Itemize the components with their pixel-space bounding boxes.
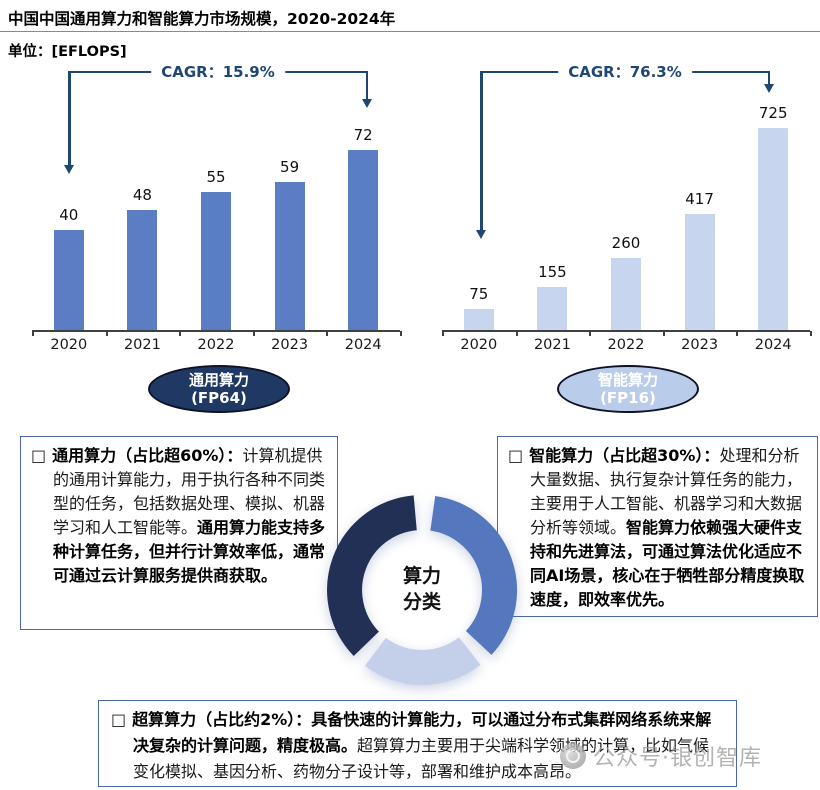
bracket-right-arm bbox=[763, 73, 774, 93]
cagr-label-intelligent: CAGR：76.3% bbox=[558, 61, 692, 82]
info-body-bold: 智能算力依赖强大硬件支持和先进算法，可通过算法优化适应不同AI场景，核心在于牺牲… bbox=[530, 518, 805, 609]
cagr-label-general: CAGR：15.9% bbox=[151, 61, 285, 82]
cagr-bracket-intelligent: CAGR：76.3% bbox=[476, 61, 774, 239]
info-box-super: □ 超算算力（占比约2%）：具备快速的计算能力，可以通过分布式集群网络系统来解决复… bbox=[98, 700, 737, 787]
bar-2020 bbox=[53, 230, 84, 330]
axis-tick bbox=[179, 331, 182, 336]
bar-2022 bbox=[201, 192, 231, 330]
info-heading: 智能算力（占比超30%）： bbox=[529, 446, 720, 465]
arrow-down-icon bbox=[476, 230, 487, 239]
info-body: 超算算力主要用于尖端科学领域的计算，比如气候变化模拟、基因分析、药物分子设计等，… bbox=[133, 736, 710, 781]
axis-tick bbox=[515, 331, 518, 336]
plot-area-intelligent: CAGR：76.3% 75 2020 155 2021 260 2022 417 2023 72… bbox=[430, 60, 820, 353]
chart-general-computing: CAGR：15.9% 40 2020 48 2021 55 2022 59 2023 72 202… bbox=[20, 60, 410, 360]
bar-value-label: 417 bbox=[685, 190, 714, 208]
axis-tick bbox=[400, 331, 402, 336]
x-axis-label: 2020 bbox=[50, 337, 88, 353]
bar-2021 bbox=[127, 210, 158, 330]
arrow-down-icon bbox=[763, 84, 774, 93]
bar-value-label: 55 bbox=[206, 168, 226, 186]
legend-pill-intelligent: 智能算力 (FP16) bbox=[557, 365, 699, 413]
axis-tick bbox=[105, 331, 108, 336]
legend-pill-label: 通用算力 bbox=[188, 371, 249, 389]
axis-tick bbox=[442, 331, 444, 336]
bar-2024 bbox=[348, 150, 379, 330]
unit-label: 单位：[EFLOPS] bbox=[8, 44, 127, 60]
donut-chart: 算力 分类 bbox=[320, 488, 524, 692]
x-axis-label: 2022 bbox=[197, 337, 235, 353]
donut-center-label: 算力 分类 bbox=[320, 488, 524, 692]
bar-value-label: 725 bbox=[758, 104, 788, 122]
x-axis-label: 2023 bbox=[271, 337, 309, 353]
bracket-left-arm bbox=[64, 73, 75, 174]
donut-segment-light-blue bbox=[364, 636, 481, 685]
legend-pill-sublabel: (FP64) bbox=[191, 389, 247, 407]
bar-2020 bbox=[463, 309, 494, 330]
info-body-bold: 通用算力能支持多种计算任务，但并行计算效率低，通常可通过云计算服务提供商获取。 bbox=[53, 518, 326, 585]
x-axis bbox=[442, 330, 810, 332]
donut-svg bbox=[327, 495, 517, 685]
square-bullet-icon: □ bbox=[31, 446, 47, 465]
info-box-general: □ 通用算力（占比超60%）：计算机提供的通用计算能力，用于执行各种不同类型的任务… bbox=[20, 436, 338, 630]
bar-2023 bbox=[684, 214, 715, 330]
x-axis-label: 2020 bbox=[460, 337, 498, 353]
title-underline bbox=[0, 31, 820, 32]
x-axis-label: 2021 bbox=[123, 337, 161, 353]
axis-tick bbox=[662, 331, 665, 336]
axis-tick bbox=[32, 331, 34, 336]
bar-2022 bbox=[611, 258, 641, 330]
info-body: 计算机提供的通用计算能力，用于执行各种不同类型的任务，包括数据处理、模拟、机器学… bbox=[53, 446, 326, 537]
info-body-bold: 具备快速的计算能力，可以通过分布式集群网络系统来解决复杂的计算问题，精度极高。 bbox=[133, 710, 712, 755]
info-body: 处理和分析大量数据、执行复杂计算任务的能力，主要用于人工智能、机器学习和大数据分… bbox=[530, 446, 803, 537]
arrow-down-icon bbox=[64, 165, 75, 174]
x-axis-label: 2024 bbox=[344, 337, 382, 353]
axis-tick bbox=[736, 331, 739, 336]
chart-intelligent-computing: CAGR：76.3% 75 2020 155 2021 260 2022 417 2023 72… bbox=[430, 60, 820, 360]
bar-value-label: 260 bbox=[611, 234, 641, 252]
x-axis-label: 2021 bbox=[533, 337, 571, 353]
bar-value-label: 40 bbox=[59, 206, 79, 224]
info-box-intelligent: □ 智能算力（占比超30%）：处理和分析大量数据、执行复杂计算任务的能力，主要用于… bbox=[497, 436, 818, 617]
plot-area-general: CAGR：15.9% 40 2020 48 2021 55 2022 59 2023 72 202… bbox=[20, 60, 410, 353]
square-bullet-icon: □ bbox=[508, 446, 524, 465]
bar-value-label: 72 bbox=[353, 126, 373, 144]
legend-pill-sublabel: (FP16) bbox=[600, 389, 656, 407]
donut-center-line1: 算力 bbox=[402, 565, 441, 588]
bar-2024 bbox=[758, 128, 789, 330]
bar-value-label: 155 bbox=[538, 263, 567, 281]
x-axis-label: 2022 bbox=[607, 337, 645, 353]
donut-segment-dark-navy bbox=[327, 495, 418, 656]
axis-tick bbox=[810, 331, 812, 336]
bar-2023 bbox=[274, 182, 305, 330]
x-axis bbox=[32, 330, 400, 332]
axis-tick bbox=[252, 331, 255, 336]
bar-value-label: 48 bbox=[132, 186, 152, 204]
x-axis-label: 2023 bbox=[681, 337, 719, 353]
donut-segment-medium-blue bbox=[429, 495, 517, 655]
bracket-right-arm bbox=[361, 73, 372, 108]
cagr-bracket-general: CAGR：15.9% bbox=[64, 61, 372, 174]
legend-pill-general: 通用算力 (FP64) bbox=[148, 365, 290, 413]
page-title: 中国中国通用算力和智能算力市场规模，2020-2024年 bbox=[8, 10, 396, 28]
bar-2021 bbox=[537, 287, 568, 330]
square-bullet-icon: □ bbox=[111, 710, 127, 729]
axis-tick bbox=[589, 331, 592, 336]
bar-value-label: 75 bbox=[469, 285, 489, 303]
legend-pill-label: 智能算力 bbox=[597, 371, 658, 389]
arrow-down-icon bbox=[361, 99, 372, 108]
info-heading: 超算算力（占比约2%）： bbox=[132, 710, 312, 729]
donut-center-line2: 分类 bbox=[402, 591, 441, 613]
axis-tick bbox=[326, 331, 329, 336]
bracket-left-arm bbox=[476, 73, 487, 239]
info-heading: 通用算力（占比超60%）： bbox=[52, 446, 243, 465]
x-axis-label: 2024 bbox=[754, 337, 792, 353]
bar-value-label: 59 bbox=[280, 158, 300, 176]
